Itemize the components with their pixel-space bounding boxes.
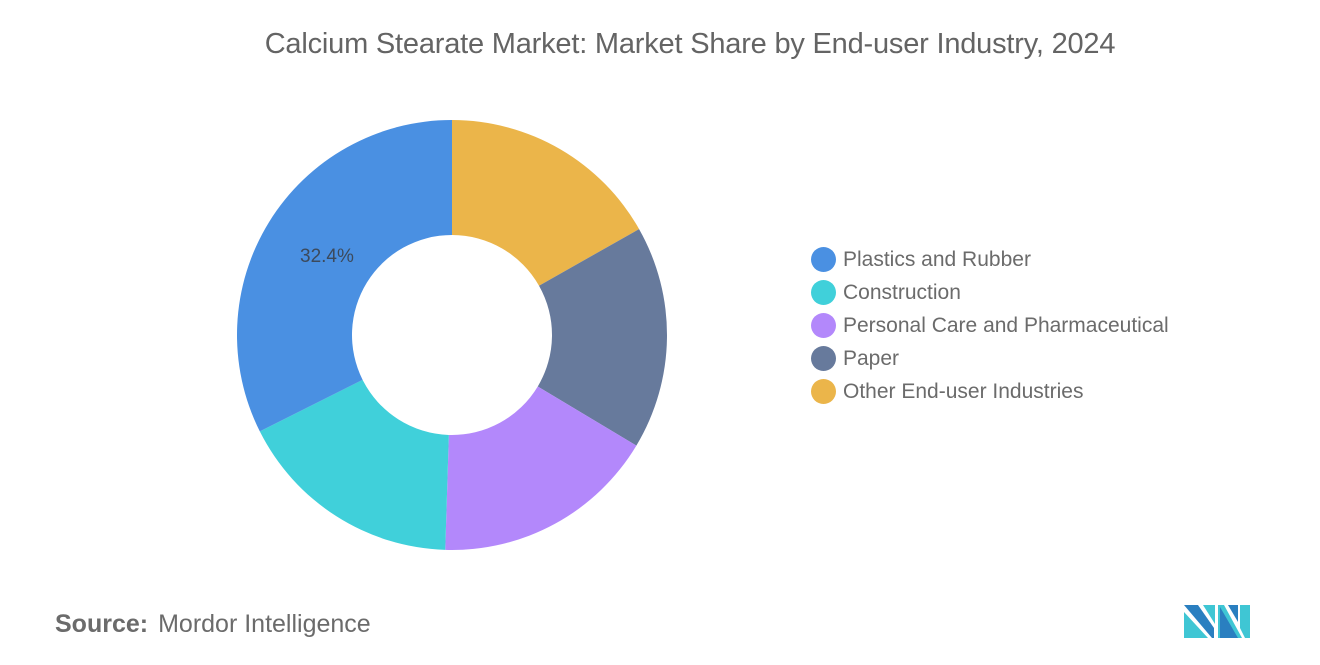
legend-dot-icon xyxy=(811,379,836,404)
legend-item-other[interactable]: Other End-user Industries xyxy=(811,375,1169,408)
donut-slice-paper[interactable] xyxy=(537,229,667,446)
legend-dot-icon xyxy=(811,346,836,371)
source-line: Source: Mordor Intelligence xyxy=(55,610,371,639)
legend-label: Personal Care and Pharmaceutical xyxy=(843,313,1169,337)
legend: Plastics and Rubber Construction Persona… xyxy=(811,243,1169,408)
donut-slice-other-end-user-industries[interactable] xyxy=(452,120,640,286)
legend-dot-icon xyxy=(811,247,836,272)
legend-dot-icon xyxy=(811,280,836,305)
legend-label: Other End-user Industries xyxy=(843,379,1084,403)
donut-slice-personal-care-and-pharmaceutical[interactable] xyxy=(445,386,637,550)
source-label: Source: xyxy=(55,610,149,638)
data-label-plastics-and-rubber: 32.4% xyxy=(300,246,354,267)
legend-label: Paper xyxy=(843,346,900,370)
legend-item-personal-care[interactable]: Personal Care and Pharmaceutical xyxy=(811,309,1169,342)
chart-title: Calcium Stearate Market: Market Share by… xyxy=(264,28,1116,60)
legend-dot-icon xyxy=(811,313,836,338)
legend-item-paper[interactable]: Paper xyxy=(811,342,1169,375)
donut-slice-plastics-and-rubber[interactable] xyxy=(236,120,452,432)
legend-label: Construction xyxy=(843,280,961,304)
mordor-intelligence-logo-icon xyxy=(1184,605,1250,638)
donut-slice-construction[interactable] xyxy=(259,379,449,550)
legend-label: Plastics and Rubber xyxy=(843,247,1031,271)
legend-item-plastics-and-rubber[interactable]: Plastics and Rubber xyxy=(811,243,1169,276)
source-value: Mordor Intelligence xyxy=(158,610,371,638)
legend-item-construction[interactable]: Construction xyxy=(811,276,1169,309)
